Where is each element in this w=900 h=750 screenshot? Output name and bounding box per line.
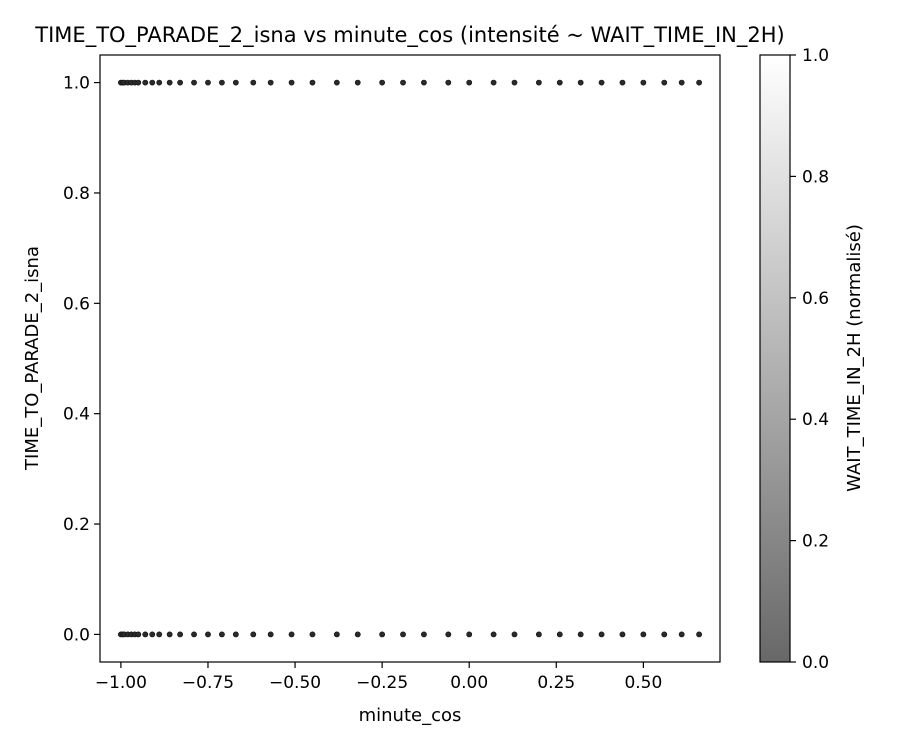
scatter-point [640, 631, 647, 638]
scatter-point [421, 79, 427, 86]
scatter-point [535, 79, 542, 86]
scatter-point [205, 631, 211, 638]
scatter-point [156, 631, 163, 638]
scatter-point [696, 631, 702, 638]
scatter-point [156, 79, 163, 86]
colorbar-label: WAIT_TIME_IN_2H (normalisé) [844, 224, 865, 492]
scatter-point [149, 631, 156, 638]
plot-area [100, 55, 720, 662]
x-tick-label: 0.00 [450, 673, 488, 693]
scatter-point [400, 79, 406, 86]
scatter-point [177, 79, 184, 86]
scatter-point [250, 631, 257, 638]
scatter-point [619, 631, 626, 638]
scatter-point [166, 631, 173, 638]
scatter-point [511, 631, 518, 638]
scatter-point [379, 631, 386, 638]
scatter-point [219, 79, 225, 86]
y-tick-label: 0.0 [63, 625, 90, 645]
y-axis: 0.0 0.2 0.4 0.6 0.8 1.0 [63, 74, 100, 645]
scatter-point [135, 631, 142, 638]
scatter-point [421, 631, 427, 638]
scatter-point [333, 79, 340, 86]
colorbar-tick-label: 0.2 [802, 532, 829, 552]
scatter-point [661, 79, 668, 86]
scatter-point [191, 79, 197, 86]
scatter-point [267, 631, 274, 638]
colorbar-tick-label: 0.8 [802, 167, 829, 187]
scatter-point [535, 631, 542, 638]
scatter-point [149, 79, 156, 86]
colorbar-tick-label: 0.6 [802, 289, 829, 309]
scatter-point [490, 79, 497, 86]
plot-frame [99, 54, 721, 663]
colorbar-tick-label: 0.4 [802, 410, 829, 430]
scatter-point [232, 79, 239, 86]
colorbar-tick-label: 1.0 [802, 46, 829, 66]
scatter-point [598, 79, 605, 86]
scatter-point [232, 631, 239, 638]
scatter-point [619, 79, 626, 86]
scatter-point [466, 79, 473, 86]
scatter-point [678, 631, 685, 638]
y-tick-label: 0.8 [63, 184, 90, 204]
scatter-point [678, 79, 685, 86]
colorbar [759, 54, 791, 663]
y-axis-label: TIME_TO_PARADE_2_isna [22, 246, 43, 471]
scatter-point [577, 79, 584, 86]
scatter-point [309, 79, 316, 86]
x-tick-label: −0.75 [182, 673, 234, 693]
scatter-point [191, 631, 197, 638]
colorbar-axis: 0.0 0.2 0.4 0.6 0.8 1.0 [790, 46, 829, 673]
scatter-point [445, 79, 452, 86]
scatter-point [379, 79, 386, 86]
scatter-point [142, 79, 149, 86]
scatter-point [267, 79, 274, 86]
x-axis: −1.00 −0.75 −0.50 −0.25 0.00 0.25 0.50 [95, 662, 662, 693]
scatter-point [288, 79, 295, 86]
x-tick-label: −0.50 [269, 673, 321, 693]
scatter-point [661, 631, 668, 638]
scatter-point [288, 631, 295, 638]
scatter-point [333, 631, 340, 638]
scatter-point [354, 79, 361, 86]
x-tick-label: −1.00 [95, 673, 147, 693]
scatter-point [466, 631, 473, 638]
scatter-point [490, 631, 497, 638]
y-tick-label: 0.2 [63, 515, 90, 535]
x-axis-label: minute_cos [359, 705, 462, 726]
y-tick-label: 1.0 [63, 74, 90, 94]
scatter-point [177, 631, 184, 638]
scatter-point [445, 631, 452, 638]
scatter-point [400, 631, 406, 638]
scatter-point [696, 79, 702, 86]
scatter-point [640, 79, 647, 86]
scatter-point [577, 631, 584, 638]
scatter-point [250, 79, 257, 86]
scatter-point [511, 79, 518, 86]
scatter-point [556, 631, 563, 638]
scatter-point [142, 631, 149, 638]
x-tick-label: −0.25 [356, 673, 408, 693]
scatter-point [166, 79, 173, 86]
chart-title: TIME_TO_PARADE_2_isna vs minute_cos (int… [34, 23, 784, 48]
scatter-point [598, 631, 605, 638]
scatter-point [309, 631, 316, 638]
y-tick-label: 0.4 [63, 405, 90, 425]
y-tick-label: 0.6 [63, 294, 90, 314]
scatter-point [556, 79, 563, 86]
scatter-point [219, 631, 225, 638]
points-layer [118, 79, 702, 638]
scatter-point [354, 631, 361, 638]
scatter-point [205, 79, 211, 86]
colorbar-tick-label: 0.0 [802, 653, 829, 673]
x-tick-label: 0.50 [624, 673, 662, 693]
scatter-point [135, 79, 142, 86]
x-tick-label: 0.25 [537, 673, 575, 693]
